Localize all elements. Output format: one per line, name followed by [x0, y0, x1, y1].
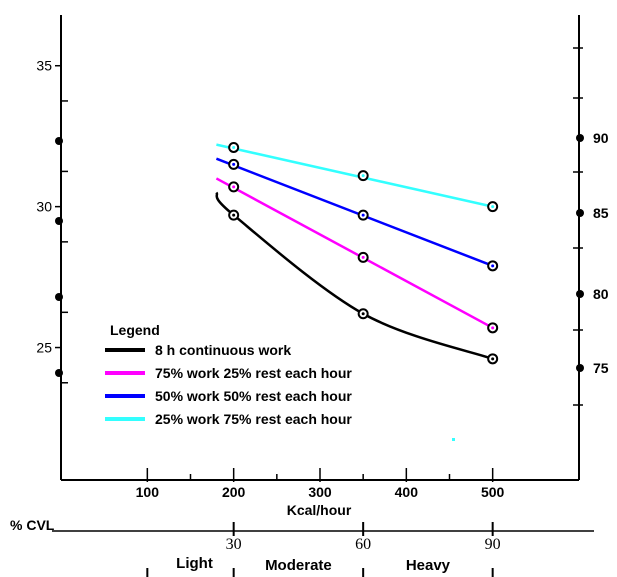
data-point	[487, 260, 499, 272]
right-axis-dot	[576, 290, 584, 298]
cvl-tick-label: 90	[485, 536, 501, 553]
series-line-1	[215, 177, 494, 329]
data-point	[487, 201, 499, 213]
zone-label: Moderate	[265, 557, 332, 574]
right-axis-dot	[576, 364, 584, 372]
x-tick-label: 200	[222, 484, 246, 500]
left-axis-dot	[55, 217, 63, 225]
right-tick-label: 80	[593, 286, 609, 302]
right-y-axis: 75 80 85 90	[573, 47, 609, 406]
legend-item: 75% work 25% rest each hour	[105, 365, 352, 381]
right-axis-dot	[576, 209, 584, 217]
legend: Legend 8 h continuous work 75% work 25% r…	[105, 322, 352, 427]
zone-label: Light	[176, 555, 213, 572]
legend-title: Legend	[110, 322, 160, 338]
left-y-axis: 25 30 35	[36, 58, 68, 384]
legend-label: 25% work 75% rest each hour	[155, 411, 352, 427]
x-tick-label: 400	[395, 484, 419, 500]
series-lines	[215, 143, 494, 360]
cvl-axis: % CVL 30 60 90	[10, 517, 594, 553]
legend-item: 25% work 75% rest each hour	[105, 411, 352, 427]
x-axis-label: Kcal/hour	[287, 502, 352, 518]
cvl-tick-label: 60	[355, 536, 371, 553]
work-zones: Light Moderate Heavy	[146, 555, 494, 577]
x-axis: 100 200 300 400 500	[136, 468, 505, 500]
data-point	[487, 353, 499, 365]
data-point	[228, 158, 240, 170]
series-line-0	[215, 191, 494, 360]
left-axis-dot	[55, 369, 63, 377]
cvl-tick-label: 30	[226, 536, 242, 553]
legend-item: 8 h continuous work	[105, 342, 291, 358]
left-tick-label: 35	[36, 58, 52, 74]
left-axis-dot	[55, 137, 63, 145]
x-tick-label: 100	[136, 484, 160, 500]
right-tick-label: 75	[593, 360, 609, 376]
data-point	[228, 141, 240, 153]
data-point	[357, 209, 369, 221]
zone-label: Heavy	[406, 557, 451, 574]
legend-label: 8 h continuous work	[155, 342, 291, 358]
series-line-2	[215, 157, 494, 267]
series-markers	[228, 141, 499, 365]
data-point	[357, 251, 369, 263]
data-point	[228, 181, 240, 193]
legend-item: 50% work 50% rest each hour	[105, 388, 352, 404]
x-tick-label: 500	[481, 484, 505, 500]
data-point	[487, 322, 499, 334]
data-point	[357, 308, 369, 320]
left-tick-label: 25	[36, 340, 52, 356]
x-tick-label: 300	[308, 484, 332, 500]
right-axis-dot	[576, 134, 584, 142]
stray-mark	[452, 438, 455, 441]
right-tick-label: 90	[593, 130, 609, 146]
data-point	[228, 209, 240, 221]
cvl-axis-label: % CVL	[10, 517, 55, 533]
data-point	[357, 170, 369, 182]
legend-label: 50% work 50% rest each hour	[155, 388, 352, 404]
right-tick-label: 85	[593, 205, 609, 221]
left-tick-label: 30	[36, 199, 52, 215]
series-line-3	[216, 143, 493, 208]
left-axis-dot	[55, 293, 63, 301]
legend-label: 75% work 25% rest each hour	[155, 365, 352, 381]
